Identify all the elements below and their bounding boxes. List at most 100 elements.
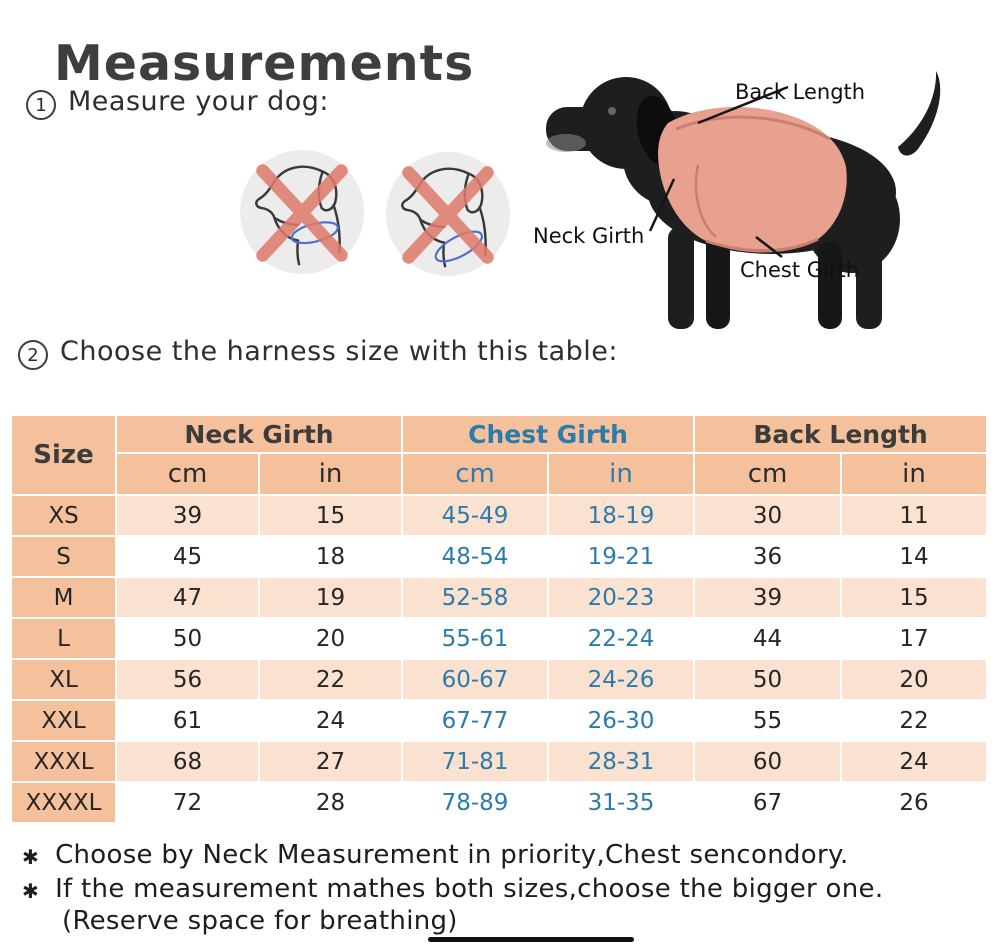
table-row: M 47 19 52-58 20-23 39 15 (10, 576, 989, 619)
chest-girth-label: Chest Girth (740, 258, 860, 282)
measurement-pointer-lines (648, 85, 789, 258)
chest-in-cell: 26-30 (547, 699, 696, 742)
chest-in-cell: 22-24 (547, 617, 696, 660)
back-length-column-header: Back Length (693, 414, 989, 454)
size-chart-table: Size Neck Girth Chest Girth Back Length … (10, 414, 989, 824)
unit-header-cm: cm (115, 452, 260, 496)
neck-cm-cell: 47 (115, 576, 260, 619)
crossed-out-dog-sketch-icon (239, 149, 365, 275)
back-in-cell: 26 (840, 781, 989, 824)
neck-cm-cell: 56 (115, 658, 260, 701)
harness-vest (658, 107, 847, 253)
asterisk-icon: ✱ (22, 879, 40, 903)
neck-in-cell: 19 (257, 576, 404, 619)
neck-in-cell: 15 (257, 494, 404, 537)
red-x-icon (402, 166, 494, 264)
crossed-out-dog-sketch-icon (385, 151, 511, 277)
unit-header-row: cm in cm in cm in (11, 452, 989, 496)
bottom-divider (428, 937, 634, 942)
neck-in-cell: 24 (257, 699, 404, 742)
back-in-cell: 14 (840, 535, 989, 578)
step-1-label: Measure your dog: (68, 86, 330, 117)
table-row: XL 56 22 60-67 24-26 50 20 (10, 658, 989, 701)
chest-cm-cell: 55-61 (401, 617, 550, 660)
back-cm-cell: 39 (693, 576, 843, 619)
neck-cm-cell: 50 (115, 617, 260, 660)
chest-cm-cell: 60-67 (401, 658, 550, 701)
chest-cm-cell: 52-58 (401, 576, 550, 619)
group-header-row: Size Neck Girth Chest Girth Back Length (10, 414, 989, 496)
unit-header-in: in (840, 452, 989, 496)
neck-girth-label: Neck Girth (533, 224, 645, 248)
back-in-cell: 24 (840, 740, 989, 783)
dog-measurement-diagram: Back Length Neck Girth Chest Girth (500, 46, 992, 348)
back-cm-cell: 30 (693, 494, 843, 537)
size-column-header: Size (10, 414, 117, 496)
unit-header-cm: cm (401, 452, 550, 496)
footnote-3-text: (Reserve space for breathing) (62, 906, 458, 936)
unit-header-in: in (547, 452, 696, 496)
unit-header-in: in (257, 452, 404, 496)
neck-girth-column-header: Neck Girth (114, 414, 404, 454)
back-in-cell: 22 (840, 699, 989, 742)
dog-muzzle-highlight (546, 134, 586, 152)
neck-in-cell: 18 (257, 535, 404, 578)
back-cm-cell: 60 (693, 740, 843, 783)
back-in-cell: 15 (840, 576, 989, 619)
neck-in-cell: 20 (257, 617, 404, 660)
chest-in-cell: 18-19 (547, 494, 696, 537)
size-cell: XXXL (10, 740, 117, 783)
table-row: XS 39 15 45-49 18-19 30 11 (10, 494, 989, 537)
neck-in-cell: 27 (257, 740, 404, 783)
unit-header-cm: cm (693, 452, 843, 496)
footnote-2: ✱ If the measurement mathes both sizes,c… (22, 874, 883, 904)
neck-cm-cell: 68 (115, 740, 260, 783)
measuring-tape-line (434, 230, 483, 263)
page-title: Measurements (54, 34, 475, 92)
table-row: S 45 18 48-54 19-21 36 14 (10, 535, 989, 578)
neck-cm-cell: 45 (115, 535, 260, 578)
table-row: XXXL 68 27 71-81 28-31 60 24 (10, 740, 989, 783)
dog-illustration (546, 71, 941, 329)
wrong-measure-example-2 (384, 150, 512, 278)
back-cm-cell: 36 (693, 535, 843, 578)
chest-in-cell: 31-35 (547, 781, 696, 824)
red-x-icon (256, 164, 348, 262)
chest-in-cell: 20-23 (547, 576, 696, 619)
chest-cm-cell: 67-77 (401, 699, 550, 742)
chest-in-cell: 19-21 (547, 535, 696, 578)
neck-in-cell: 22 (257, 658, 404, 701)
back-cm-cell: 44 (693, 617, 843, 660)
neck-cm-cell: 39 (115, 494, 260, 537)
dog-eye (608, 107, 616, 115)
step-1: 1 Measure your dog: (26, 86, 329, 120)
table-row: L 50 20 55-61 22-24 44 17 (10, 617, 989, 660)
size-cell: XS (10, 494, 117, 537)
back-cm-cell: 50 (693, 658, 843, 701)
step-2-number-badge: 2 (18, 340, 48, 370)
footnote-1-text: Choose by Neck Measurement in priority,C… (55, 840, 849, 870)
footnote-2-text: If the measurement mathes both sizes,cho… (55, 874, 884, 904)
size-cell: XXXXL (10, 781, 117, 824)
back-in-cell: 20 (840, 658, 989, 701)
chest-cm-cell: 78-89 (401, 781, 550, 824)
size-cell: L (10, 617, 117, 660)
chest-in-cell: 24-26 (547, 658, 696, 701)
asterisk-icon: ✱ (22, 845, 40, 869)
back-in-cell: 11 (840, 494, 989, 537)
chest-cm-cell: 48-54 (401, 535, 550, 578)
table-row: XXXXL 72 28 78-89 31-35 67 26 (10, 781, 989, 824)
back-cm-cell: 55 (693, 699, 843, 742)
size-cell: M (10, 576, 117, 619)
neck-in-cell: 28 (257, 781, 404, 824)
chest-cm-cell: 71-81 (401, 740, 550, 783)
chest-in-cell: 28-31 (547, 740, 696, 783)
back-in-cell: 17 (840, 617, 989, 660)
table-row: XXL 61 24 67-77 26-30 55 22 (10, 699, 989, 742)
chest-girth-column-header: Chest Girth (401, 414, 696, 454)
footnote-3: (Reserve space for breathing) (62, 906, 458, 936)
neck-cm-cell: 61 (115, 699, 260, 742)
step-1-number-badge: 1 (26, 90, 56, 120)
chest-cm-cell: 45-49 (401, 494, 550, 537)
